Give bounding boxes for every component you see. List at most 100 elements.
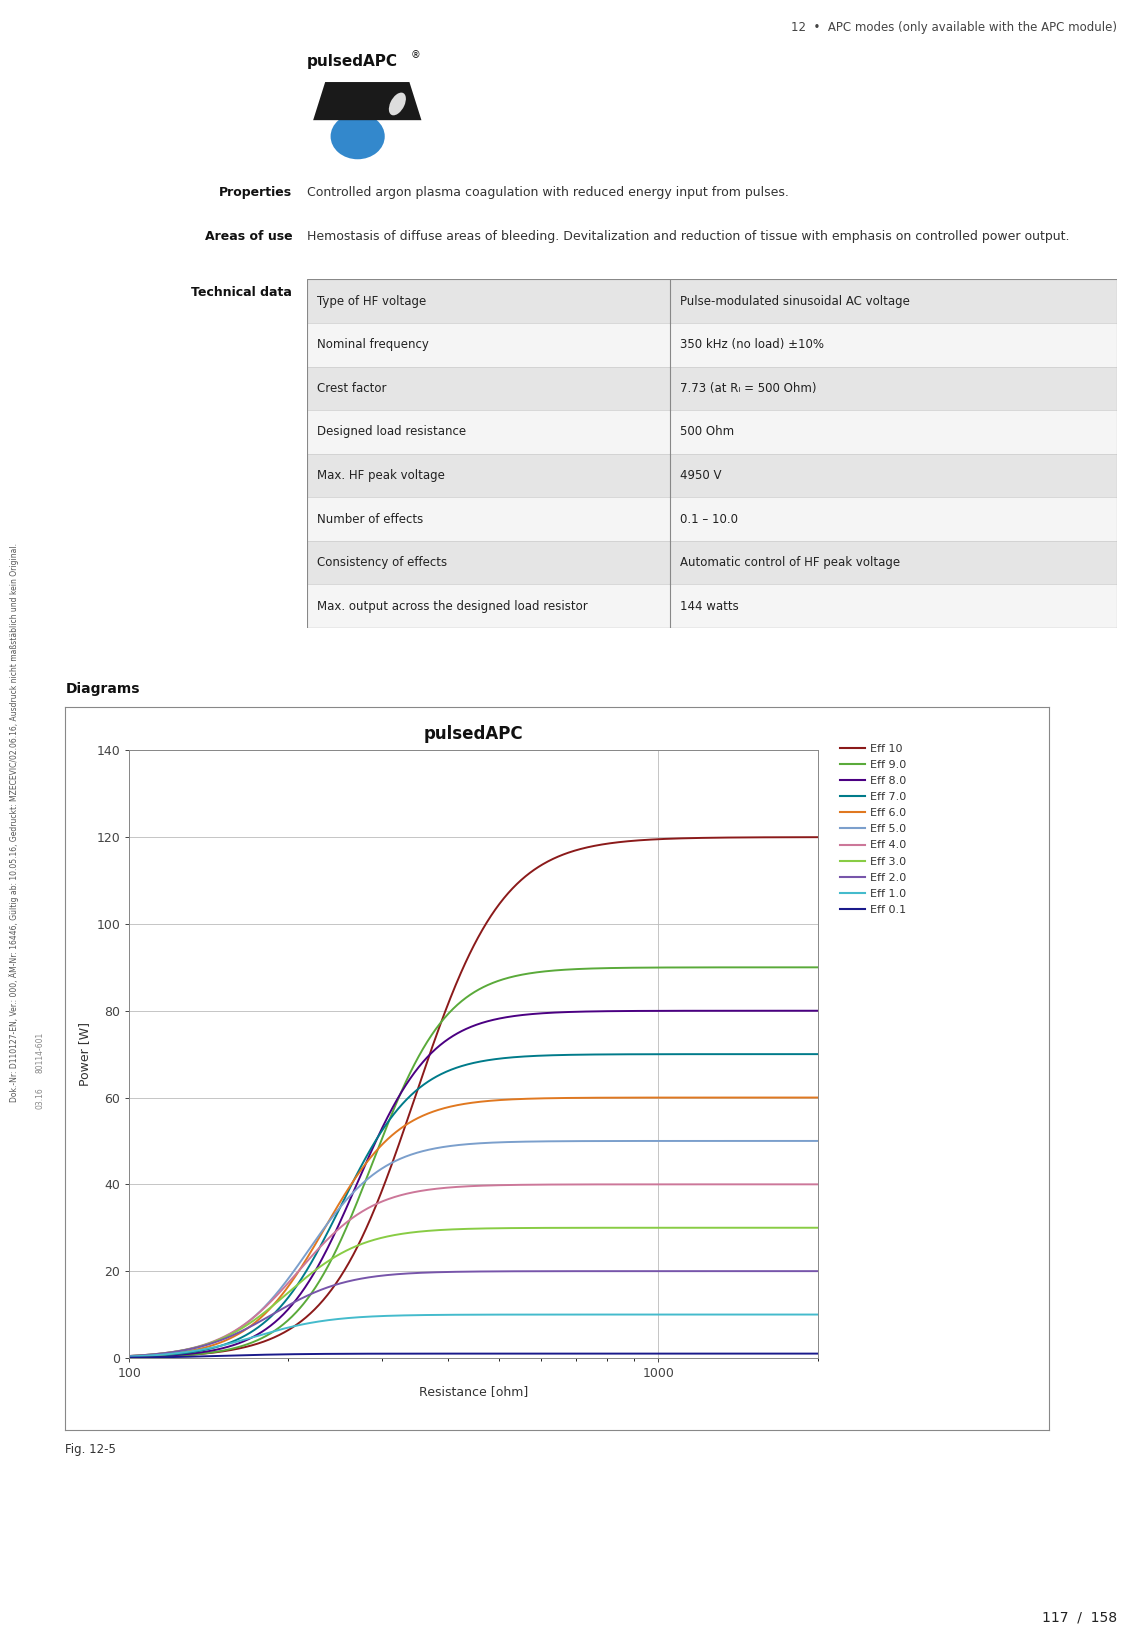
Eff 4.0: [560, 1174, 574, 1194]
Eff 7.0: [715, 1044, 729, 1064]
Eff 4.0: [644, 1174, 658, 1194]
Eff 6.0: [810, 1088, 824, 1108]
Eff 0.1: [715, 1343, 729, 1363]
Line: Eff 2.0: Eff 2.0: [129, 1271, 817, 1356]
Eff 2.0: [560, 1261, 574, 1281]
Eff 0.1: [810, 1343, 824, 1363]
Text: 4950 V: 4950 V: [680, 469, 722, 482]
Bar: [307, 585, 1117, 628]
Text: Hemostasis of diffuse areas of bleeding. Devitalization and reduction of tissue : Hemostasis of diffuse areas of bleeding.…: [307, 230, 1069, 243]
Eff 9.0: [810, 957, 824, 977]
Eff 4.0: [165, 1342, 179, 1361]
Text: Designed load resistance: Designed load resistance: [316, 426, 466, 439]
Eff 0.1: [540, 1343, 554, 1363]
Title: pulsedAPC: pulsedAPC: [424, 725, 524, 743]
Line: Eff 7.0: Eff 7.0: [129, 1054, 817, 1356]
Line: Eff 5.0: Eff 5.0: [129, 1141, 817, 1356]
Bar: [307, 411, 1117, 454]
Text: 350 kHz (no load) ±10%: 350 kHz (no load) ±10%: [680, 339, 824, 352]
Eff 9.0: [644, 958, 658, 978]
Eff 6.0: [523, 1088, 536, 1108]
Eff 6.0: [560, 1088, 574, 1108]
Line: Eff 8.0: Eff 8.0: [129, 1011, 817, 1356]
Text: Areas of use: Areas of use: [205, 230, 292, 243]
Bar: [307, 367, 1117, 411]
Eff 6.0: [644, 1088, 658, 1108]
Eff 5.0: [123, 1346, 136, 1366]
Eff 4.0: [540, 1175, 554, 1195]
Y-axis label: Power [W]: Power [W]: [78, 1023, 91, 1087]
Text: Max. HF peak voltage: Max. HF peak voltage: [316, 469, 445, 482]
Eff 1.0: [644, 1305, 658, 1325]
Text: Type of HF voltage: Type of HF voltage: [316, 294, 426, 307]
Text: Consistency of effects: Consistency of effects: [316, 556, 447, 569]
Eff 7.0: [560, 1046, 574, 1065]
Eff 4.0: [523, 1175, 536, 1195]
Text: 80114-601: 80114-601: [36, 1031, 45, 1074]
Text: Diagrams: Diagrams: [65, 682, 140, 697]
Text: 0.1 – 10.0: 0.1 – 10.0: [680, 513, 738, 526]
Eff 9.0: [560, 960, 574, 980]
Eff 6.0: [123, 1346, 136, 1366]
Eff 8.0: [810, 1001, 824, 1021]
Bar: [307, 498, 1117, 541]
Eff 1.0: [165, 1343, 179, 1363]
Eff 6.0: [715, 1088, 729, 1108]
Eff 1.0: [715, 1305, 729, 1325]
Eff 4.0: [715, 1174, 729, 1194]
Text: 117  /  158: 117 / 158: [1042, 1609, 1117, 1624]
Eff 8.0: [123, 1346, 136, 1366]
Eff 10: [540, 852, 554, 871]
Eff 3.0: [644, 1218, 658, 1238]
Eff 3.0: [540, 1218, 554, 1238]
Eff 7.0: [644, 1044, 658, 1064]
Line: Eff 1.0: Eff 1.0: [129, 1315, 817, 1356]
Text: 12  •  APC modes (only available with the APC module): 12 • APC modes (only available with the …: [792, 20, 1117, 33]
Legend: Eff 10, Eff 9.0, Eff 8.0, Eff 7.0, Eff 6.0, Eff 5.0, Eff 4.0, Eff 3.0, Eff 2.0, : Eff 10, Eff 9.0, Eff 8.0, Eff 7.0, Eff 6…: [840, 743, 906, 914]
Eff 4.0: [123, 1346, 136, 1366]
Eff 10: [165, 1346, 179, 1366]
Bar: [307, 322, 1117, 367]
Eff 3.0: [560, 1218, 574, 1238]
Eff 10: [560, 843, 574, 863]
Text: Pulse-modulated sinusoidal AC voltage: Pulse-modulated sinusoidal AC voltage: [680, 294, 910, 307]
Eff 3.0: [123, 1346, 136, 1366]
Text: Properties: Properties: [219, 186, 292, 199]
Text: Crest factor: Crest factor: [316, 381, 386, 395]
Eff 5.0: [165, 1343, 179, 1363]
Eff 9.0: [523, 963, 536, 983]
Eff 2.0: [123, 1346, 136, 1366]
Line: Eff 0.1: Eff 0.1: [129, 1353, 817, 1358]
Bar: [307, 541, 1117, 585]
Eff 9.0: [123, 1348, 136, 1368]
Eff 10: [810, 827, 824, 847]
Text: Number of effects: Number of effects: [316, 513, 423, 526]
Eff 10: [715, 827, 729, 847]
Eff 8.0: [540, 1003, 554, 1023]
Eff 10: [523, 863, 536, 883]
Eff 0.1: [123, 1348, 136, 1368]
Eff 1.0: [560, 1305, 574, 1325]
Eff 2.0: [523, 1261, 536, 1281]
Eff 7.0: [523, 1046, 536, 1065]
Eff 0.1: [644, 1343, 658, 1363]
Bar: [307, 279, 1117, 322]
Line: Eff 9.0: Eff 9.0: [129, 967, 817, 1358]
Eff 5.0: [644, 1131, 658, 1151]
Ellipse shape: [388, 92, 406, 115]
Eff 2.0: [540, 1261, 554, 1281]
Eff 2.0: [165, 1343, 179, 1363]
Text: Max. output across the designed load resistor: Max. output across the designed load res…: [316, 600, 588, 613]
Eff 5.0: [560, 1131, 574, 1151]
Eff 10: [123, 1348, 136, 1368]
Line: Eff 4.0: Eff 4.0: [129, 1184, 817, 1356]
Eff 3.0: [715, 1218, 729, 1238]
Eff 1.0: [523, 1305, 536, 1325]
Eff 4.0: [810, 1174, 824, 1194]
Eff 2.0: [715, 1261, 729, 1281]
Text: ®: ®: [410, 51, 421, 61]
Eff 0.1: [560, 1343, 574, 1363]
Eff 2.0: [644, 1261, 658, 1281]
Eff 8.0: [560, 1003, 574, 1023]
Polygon shape: [313, 82, 422, 120]
